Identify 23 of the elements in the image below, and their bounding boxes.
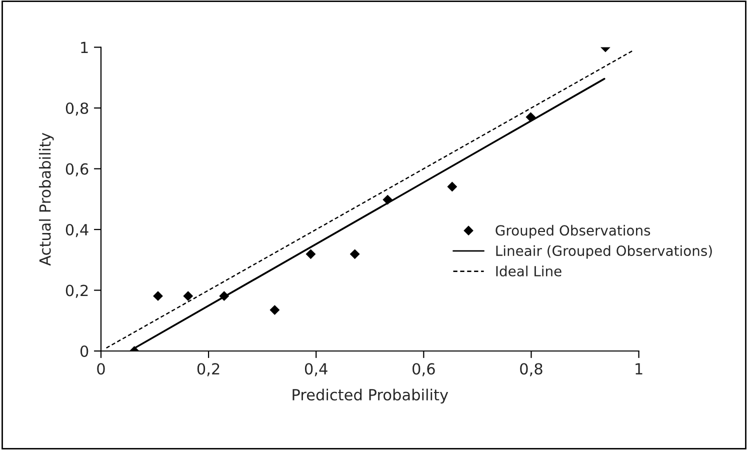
legend-label: Lineair (Grouped Observations) — [496, 245, 712, 259]
point — [153, 291, 163, 301]
x-tick-label: 0,2 — [197, 363, 220, 376]
y-tick-label: 1 — [81, 42, 88, 54]
y-tick-label: 0,6 — [66, 163, 88, 176]
x-axis-title: Predicted Probability — [292, 388, 448, 404]
y-tick-label: 0,2 — [66, 284, 88, 298]
point — [270, 305, 280, 315]
point — [183, 291, 193, 301]
x-tick-label: 1 — [636, 363, 642, 374]
y-tick-label: 0,4 — [66, 224, 88, 238]
x-tick-label: 0,6 — [412, 363, 435, 376]
y-axis-title: Actual Probability — [38, 132, 54, 266]
x-tick-label: 0 — [97, 363, 105, 375]
legend-label: Grouped Observations — [496, 224, 650, 238]
point — [306, 249, 316, 259]
point — [350, 249, 360, 259]
legend-label: Ideal Line — [496, 266, 562, 276]
x-tick-label: 0,8 — [520, 363, 542, 376]
y-tick-label: 0,8 — [66, 102, 88, 116]
y-tick-label: 0 — [80, 345, 88, 358]
x-tick-label: 0,4 — [304, 363, 328, 376]
point — [447, 182, 458, 192]
